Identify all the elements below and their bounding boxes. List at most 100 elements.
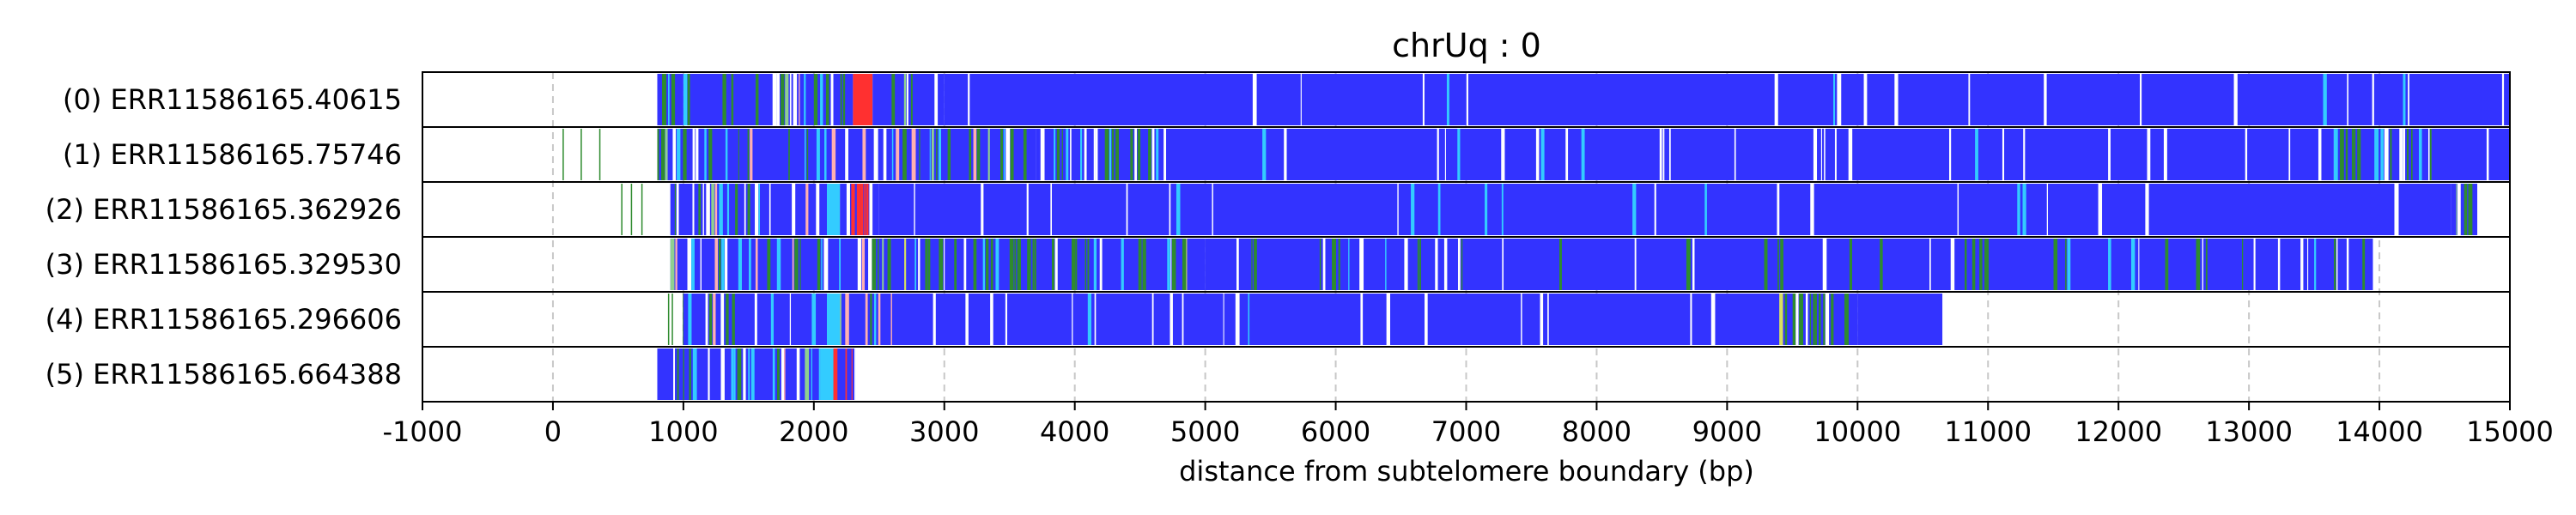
read-stripe xyxy=(929,129,931,180)
read-stripe xyxy=(1054,129,1056,180)
read-stripe xyxy=(2017,184,2020,235)
read-stripe xyxy=(662,74,666,125)
read-stripe xyxy=(856,184,861,235)
read-stripe xyxy=(1026,184,1029,235)
read-stripe xyxy=(968,74,970,125)
read-stripe xyxy=(671,294,673,345)
read-stripe xyxy=(738,239,742,290)
read-stripe xyxy=(878,294,881,345)
read-stripe xyxy=(1176,184,1181,235)
read-stripe xyxy=(1126,184,1128,235)
x-tick-label: 13000 xyxy=(2205,415,2293,448)
read-stripe xyxy=(816,129,820,180)
read-stripe xyxy=(621,184,623,235)
read-stripe xyxy=(839,239,841,290)
read-stripe xyxy=(1581,129,1585,180)
read-stripe xyxy=(1540,129,1545,180)
read-stripe xyxy=(1819,294,1821,345)
read-stripe xyxy=(1984,239,1990,290)
read-stripe xyxy=(1130,129,1133,180)
read-stripe xyxy=(2044,74,2047,125)
read-stripe xyxy=(2345,129,2348,180)
read-label: (1) ERR11586165.75746 xyxy=(63,138,402,171)
read-stripe xyxy=(865,294,868,345)
read-stripe xyxy=(1332,239,1337,290)
read-stripe xyxy=(1072,239,1076,290)
read-stripe xyxy=(687,239,692,290)
read-stripe xyxy=(1319,239,1321,290)
read-stripe xyxy=(954,239,957,290)
read-stripe xyxy=(1777,184,1780,235)
read-stripe xyxy=(772,348,775,400)
read-stripe xyxy=(1017,239,1021,290)
read-stripe xyxy=(1446,74,1449,125)
read-stripe xyxy=(2318,129,2322,180)
read-stripe xyxy=(2046,184,2048,235)
read-stripe xyxy=(2351,129,2354,180)
x-axis-label: distance from subtelomere boundary (bp) xyxy=(1179,455,1754,488)
read-stripe xyxy=(1764,239,1768,290)
read-stripe xyxy=(1813,129,1818,180)
read-stripe xyxy=(1348,239,1350,290)
read-stripe xyxy=(2357,129,2361,180)
read-stripe xyxy=(598,129,601,180)
read-stripe xyxy=(1809,294,1812,345)
read-stripe xyxy=(969,129,972,180)
read-stripe xyxy=(1805,294,1808,345)
read-stripe xyxy=(562,129,564,180)
read-stripe xyxy=(870,294,872,345)
read-stripe xyxy=(750,129,753,180)
read-stripe xyxy=(2346,239,2349,290)
read-stripe xyxy=(789,74,792,125)
read-stripe xyxy=(692,129,696,180)
read-stripe xyxy=(813,74,818,125)
read-stripe xyxy=(767,239,771,290)
read-stripe xyxy=(866,184,869,235)
read-stripe xyxy=(1825,294,1830,345)
read-stripe xyxy=(1075,239,1078,290)
read-label: (2) ERR11586165.362926 xyxy=(46,193,402,226)
read-stripe xyxy=(845,348,848,400)
read-stripe xyxy=(708,294,713,345)
read-stripe xyxy=(2205,239,2208,290)
read-stripe xyxy=(1502,239,1504,290)
read-stripe xyxy=(857,239,862,290)
read-stripe xyxy=(1968,74,1971,125)
read-stripe xyxy=(2307,239,2309,290)
read-stripe xyxy=(674,184,677,235)
read-stripe xyxy=(823,129,827,180)
read-stripe xyxy=(1005,294,1007,345)
read-stripe xyxy=(1457,239,1461,290)
read-stripe xyxy=(939,129,941,180)
read-stripe xyxy=(2429,129,2432,180)
read-stripe xyxy=(1170,239,1172,290)
read-stripe xyxy=(1659,129,1662,180)
read-stripe xyxy=(831,129,836,180)
read-stripe xyxy=(1949,129,1952,180)
read-track xyxy=(657,74,2510,125)
read-stripe xyxy=(1419,239,1421,290)
read-stripe xyxy=(2380,129,2384,180)
read-stripe xyxy=(851,348,853,400)
read-stripe xyxy=(1084,129,1087,180)
read-stripe xyxy=(744,184,746,235)
read-stripe xyxy=(990,239,993,290)
read-stripe xyxy=(902,129,907,180)
read-stripe xyxy=(1300,74,1302,125)
read-stripe xyxy=(1163,129,1167,180)
read-stripe xyxy=(1834,129,1837,180)
read-stripe xyxy=(1084,239,1086,290)
read-stripe xyxy=(1386,294,1390,345)
read-stripe xyxy=(805,348,810,400)
read-stripe xyxy=(1704,184,1707,235)
read-stripe xyxy=(2427,129,2430,180)
read-stripe xyxy=(2145,184,2149,235)
read-stripe xyxy=(754,294,757,345)
read-stripe xyxy=(1734,129,1736,180)
read-stripe xyxy=(2374,129,2379,180)
read-stripe xyxy=(725,129,728,180)
read-stripe xyxy=(1844,294,1849,345)
read-stripe xyxy=(711,184,714,235)
read-stripe xyxy=(789,294,792,345)
read-stripe xyxy=(731,348,734,400)
